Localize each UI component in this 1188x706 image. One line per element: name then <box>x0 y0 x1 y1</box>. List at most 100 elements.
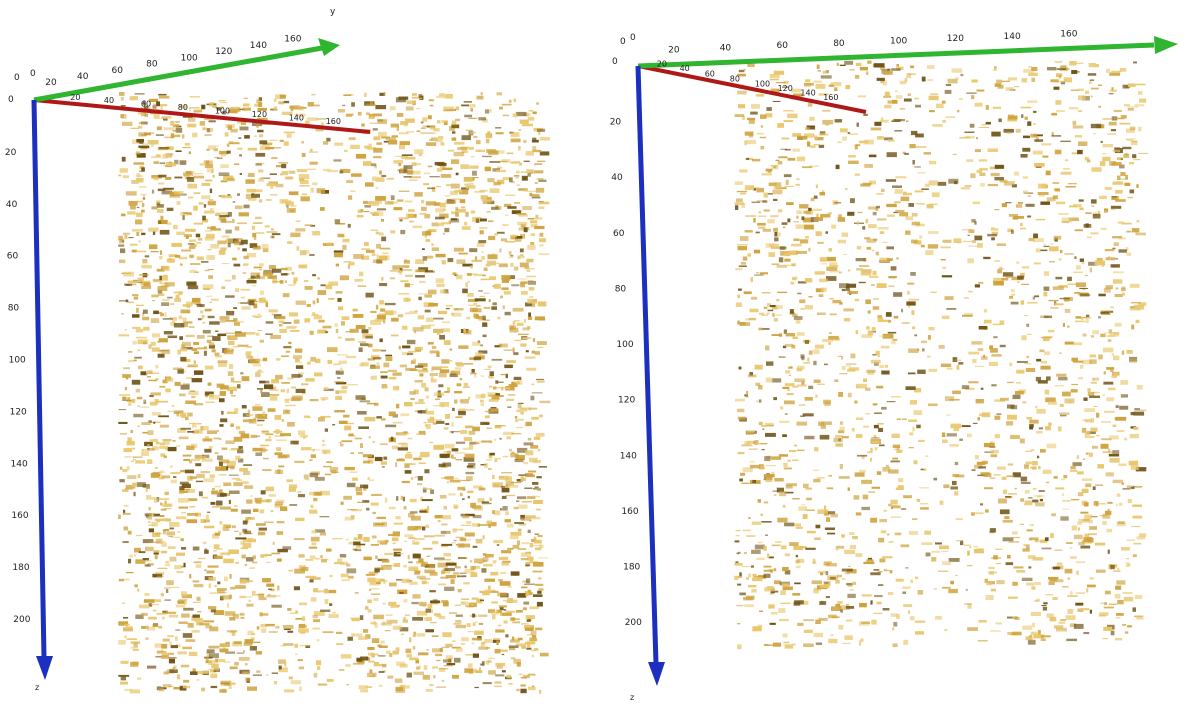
pore-fragment <box>463 382 469 387</box>
pore-fragment <box>977 243 983 248</box>
pore-fragment <box>1025 367 1036 372</box>
pore-fragment <box>994 83 1001 87</box>
pore-fragment <box>136 206 140 209</box>
pore-fragment <box>1100 421 1111 423</box>
pore-fragment <box>1130 140 1138 146</box>
pore-fragment <box>426 395 430 399</box>
pore-fragment <box>288 170 296 174</box>
pore-fragment <box>756 200 767 202</box>
pore-fragment <box>900 544 910 548</box>
pore-fragment <box>404 534 414 538</box>
pore-fragment <box>298 666 304 670</box>
pore-fragment <box>210 208 214 212</box>
pore-fragment <box>876 193 884 195</box>
pore-fragment <box>204 269 210 272</box>
pore-fragment <box>135 460 145 464</box>
pore-fragment <box>529 606 539 610</box>
pore-fragment <box>425 629 434 633</box>
pore-fragment <box>280 389 285 393</box>
pore-fragment <box>523 187 527 192</box>
pore-fragment <box>1049 617 1057 622</box>
pore-fragment <box>229 666 238 670</box>
pore-fragment <box>815 184 818 189</box>
pore-fragment <box>742 256 748 261</box>
pore-fragment <box>888 285 895 287</box>
pore-fragment <box>482 315 486 320</box>
pore-fragment <box>754 440 759 445</box>
pore-fragment <box>178 506 188 509</box>
pore-fragment <box>270 194 278 196</box>
pore-fragment <box>123 448 133 453</box>
pore-fragment <box>150 251 159 253</box>
pore-fragment <box>952 480 957 486</box>
pore-fragment <box>1036 358 1042 362</box>
pore-fragment <box>256 99 262 104</box>
pore-fragment <box>204 525 215 529</box>
pore-fragment <box>194 370 204 375</box>
pore-fragment <box>298 628 309 633</box>
pore-fragment <box>753 249 761 254</box>
pore-fragment <box>230 586 236 590</box>
pore-fragment <box>763 478 766 480</box>
pore-fragment <box>166 377 174 382</box>
pore-fragment <box>452 407 455 411</box>
pore-fragment <box>909 616 915 621</box>
pore-fragment <box>220 680 232 686</box>
pore-fragment <box>480 278 491 281</box>
pore-fragment <box>533 436 541 440</box>
pore-fragment <box>1058 426 1062 432</box>
pore-fragment <box>441 679 445 682</box>
pore-fragment <box>456 575 467 578</box>
pore-fragment <box>495 629 505 633</box>
pore-fragment <box>339 275 350 281</box>
pore-fragment <box>161 299 170 302</box>
pore-fragment <box>333 562 345 565</box>
pore-fragment <box>206 339 212 343</box>
pore-fragment <box>819 584 830 589</box>
pore-fragment <box>845 606 855 609</box>
pore-fragment <box>435 515 441 519</box>
pore-fragment <box>279 329 287 333</box>
pore-fragment <box>138 239 141 243</box>
pore-fragment <box>120 105 126 107</box>
pore-fragment <box>531 635 537 638</box>
pore-fragment <box>414 525 422 529</box>
pore-fragment <box>219 493 227 497</box>
pore-fragment <box>525 615 536 620</box>
pore-fragment <box>501 287 509 291</box>
pore-fragment <box>239 173 242 175</box>
pore-fragment <box>144 113 149 117</box>
pore-fragment <box>774 182 782 188</box>
pore-fragment <box>333 159 342 162</box>
pore-fragment <box>208 577 216 581</box>
pore-fragment <box>527 437 532 441</box>
pore-fragment <box>357 411 367 415</box>
pore-fragment <box>445 291 449 294</box>
pore-fragment <box>310 504 314 509</box>
pore-fragment <box>418 652 429 656</box>
pore-fragment <box>517 255 521 260</box>
pore-fragment <box>451 312 454 316</box>
pore-fragment <box>253 417 256 421</box>
pore-fragment <box>1115 287 1119 290</box>
pore-fragment <box>181 414 186 418</box>
pore-fragment <box>1075 592 1086 594</box>
pore-fragment <box>488 299 491 302</box>
pore-fragment <box>1074 229 1083 232</box>
pore-fragment <box>273 106 278 111</box>
pore-fragment <box>309 399 319 402</box>
pore-fragment <box>784 553 790 557</box>
pore-fragment <box>187 123 197 128</box>
pore-fragment <box>488 609 495 613</box>
pore-fragment <box>436 352 440 357</box>
pore-fragment <box>159 471 162 477</box>
pore-fragment <box>288 341 292 345</box>
pore-fragment <box>190 671 198 675</box>
pore-fragment <box>343 414 350 418</box>
pore-fragment <box>920 507 929 510</box>
pore-fragment <box>818 93 829 96</box>
pore-fragment <box>137 425 141 428</box>
pore-fragment <box>119 92 125 96</box>
pore-fragment <box>418 462 426 465</box>
pore-fragment <box>465 211 469 217</box>
